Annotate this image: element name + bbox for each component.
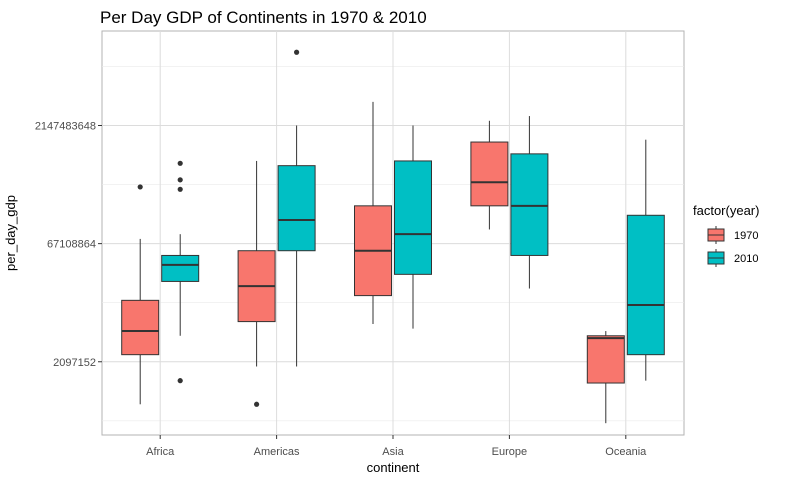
- box-body: [586, 335, 625, 384]
- legend-key-1970: [706, 225, 726, 245]
- box-africa-2010: [161, 160, 200, 384]
- chart-title: Per Day GDP of Continents in 1970 & 2010: [100, 8, 427, 27]
- box-body: [394, 160, 432, 275]
- x-tick-label: Oceania: [605, 446, 647, 458]
- box-body: [626, 214, 665, 356]
- y-tick-label: 2097152: [53, 357, 96, 369]
- box-asia-2010: [394, 125, 432, 329]
- grid-lines: [102, 31, 684, 435]
- box-asia-1970: [354, 101, 392, 324]
- outlier-point: [137, 184, 143, 190]
- y-axis: 2097152 67108864 2147483648: [35, 121, 102, 369]
- y-tick-label: 67108864: [47, 239, 96, 251]
- boxes: [121, 49, 665, 424]
- outlier-point: [177, 160, 183, 166]
- box-europe-1970: [470, 120, 509, 230]
- x-tick-label: Americas: [254, 446, 300, 458]
- legend-title: factor(year): [693, 203, 759, 218]
- x-tick-label: Europe: [492, 446, 527, 458]
- legend-label: 1970: [734, 230, 758, 242]
- y-axis-title: per_day_gdp: [3, 195, 18, 271]
- box-body: [121, 299, 160, 356]
- legend: factor(year) 1970 2010: [693, 203, 759, 268]
- x-axis: Africa Americas Asia Europe Oceania: [146, 435, 647, 458]
- box-body: [470, 141, 509, 207]
- box-body: [161, 254, 200, 282]
- box-europe-2010: [510, 116, 549, 289]
- x-tick-label: Africa: [146, 446, 175, 458]
- outlier-point: [254, 401, 260, 407]
- outlier-point: [177, 186, 183, 192]
- box-body: [277, 165, 316, 252]
- box-oceania-1970: [586, 331, 625, 424]
- x-tick-label: Asia: [382, 446, 404, 458]
- box-africa-1970: [121, 184, 160, 405]
- outlier-point: [177, 378, 183, 384]
- y-tick-label: 2147483648: [35, 121, 96, 133]
- box-body: [510, 153, 549, 256]
- x-axis-title: continent: [367, 460, 420, 475]
- outlier-point: [177, 177, 183, 183]
- legend-key-2010: [706, 248, 726, 268]
- outlier-point: [294, 49, 300, 55]
- legend-label: 2010: [734, 253, 758, 265]
- box-americas-2010: [277, 49, 316, 367]
- box-americas-1970: [237, 160, 276, 407]
- box-oceania-2010: [626, 139, 665, 381]
